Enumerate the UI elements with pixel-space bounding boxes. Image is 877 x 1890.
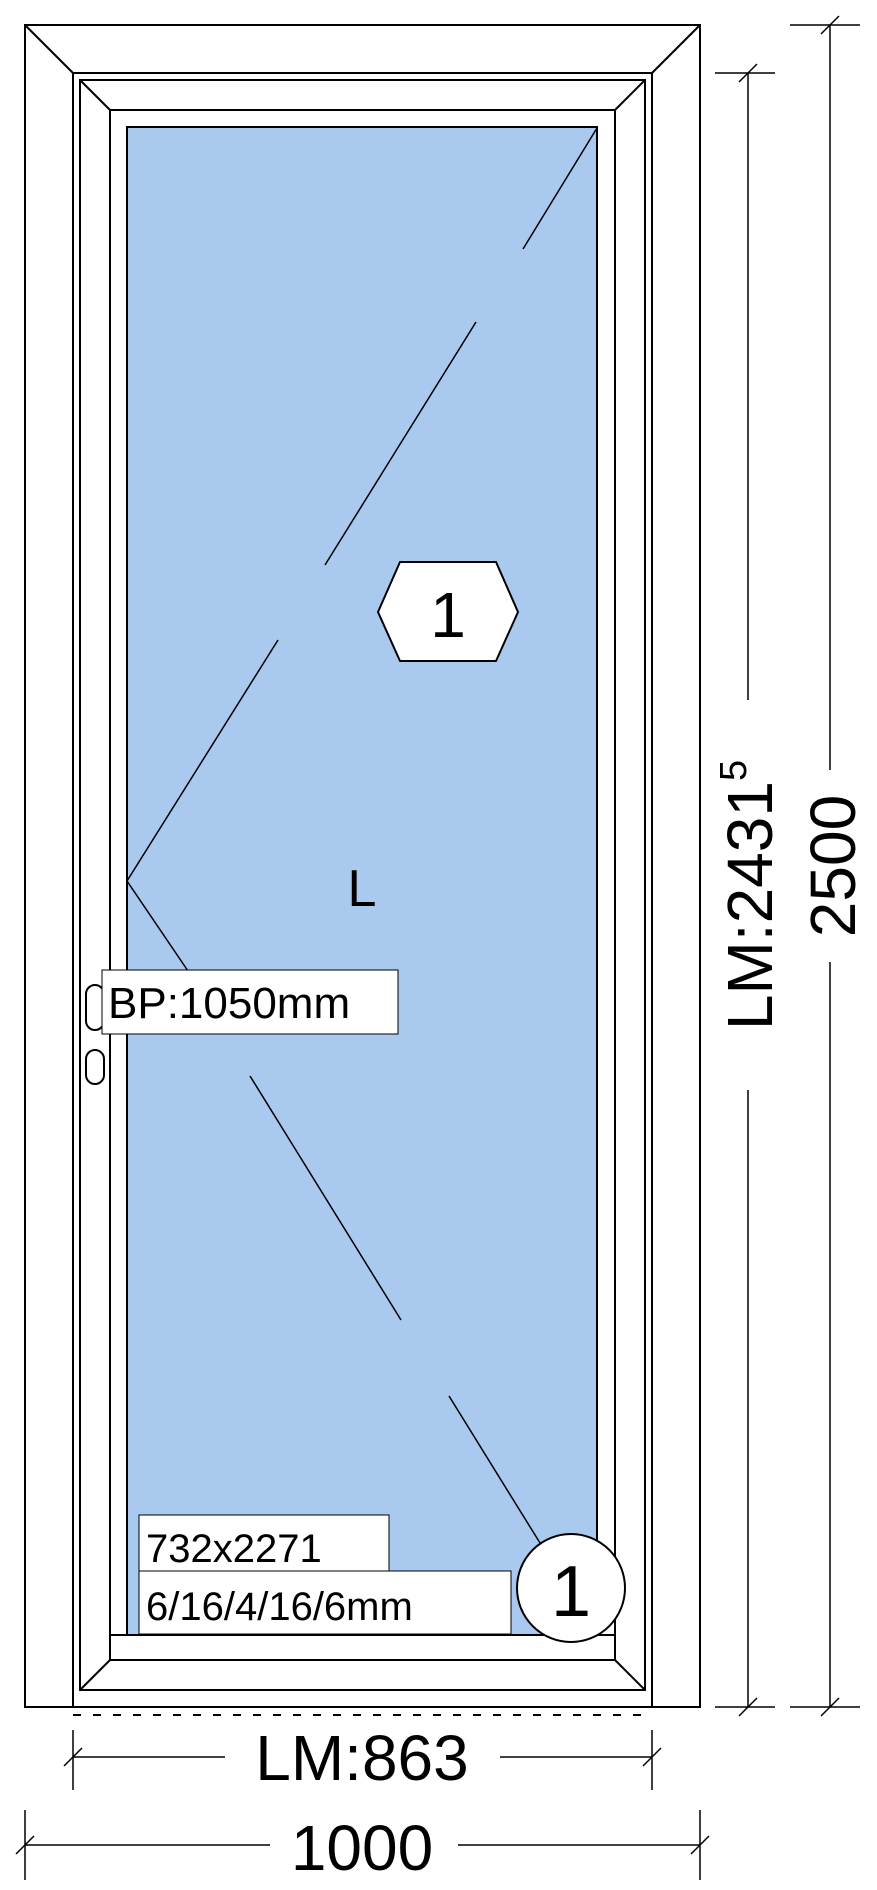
light-width-label: LM:863 — [255, 1722, 468, 1794]
glass-marker-circle-icon — [516, 1533, 626, 1643]
total-height-label: 2500 — [797, 795, 869, 937]
light-height-dimension — [715, 63, 775, 1717]
glass-spec-box — [138, 1570, 512, 1635]
glass-pane — [126, 126, 598, 1636]
total-width-label: 1000 — [291, 1812, 433, 1884]
opening-side-label: L — [348, 860, 377, 918]
glass-size-box — [138, 1514, 390, 1572]
handle-height-label: BP:1050mm — [108, 979, 350, 1028]
glass-number: 1 — [551, 1552, 591, 1632]
glass-spec-label: 6/16/4/16/6mm — [146, 1585, 413, 1629]
light-height-label: LM:24315 — [713, 760, 786, 1030]
light-width-dimension — [63, 1730, 662, 1790]
handle-icon — [85, 984, 105, 1085]
panel-marker-hexagon-icon — [376, 561, 520, 662]
total-width-dimension — [15, 1810, 710, 1880]
total-height-dimension — [790, 15, 860, 1717]
glass-size-label: 732x2271 — [146, 1527, 322, 1571]
handle-height-box — [101, 969, 399, 1035]
panel-number: 1 — [430, 579, 466, 651]
